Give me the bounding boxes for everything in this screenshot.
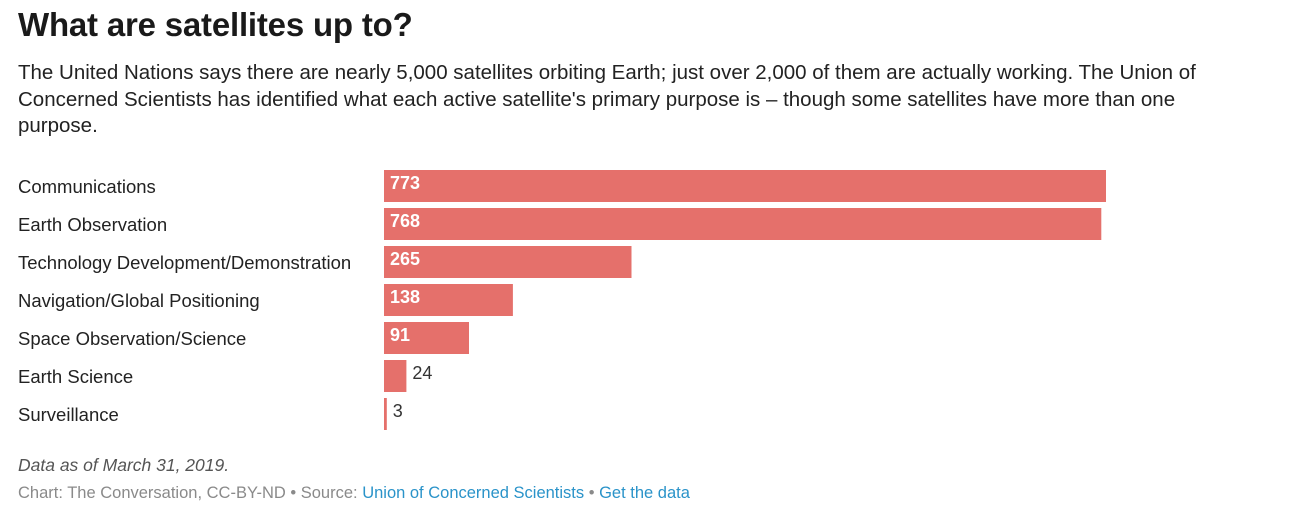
bar-value-label: 24 bbox=[412, 363, 432, 383]
bar bbox=[384, 360, 407, 392]
bar-value-label: 265 bbox=[390, 249, 420, 269]
bar bbox=[384, 208, 1102, 240]
category-label: Earth Observation bbox=[18, 214, 167, 235]
category-label: Navigation/Global Positioning bbox=[18, 290, 260, 311]
bar-value-label: 91 bbox=[390, 325, 410, 345]
category-label: Space Observation/Science bbox=[18, 328, 246, 349]
category-label: Surveillance bbox=[18, 404, 119, 425]
bar-value-label: 768 bbox=[390, 211, 420, 231]
category-label: Technology Development/Demonstration bbox=[18, 252, 351, 273]
bar-value-label: 3 bbox=[393, 401, 403, 421]
chart-title: What are satellites up to? bbox=[18, 6, 413, 43]
chart-credits: Chart: The Conversation, CC-BY-ND • Sour… bbox=[18, 484, 690, 503]
category-label: Communications bbox=[18, 176, 156, 197]
bar-value-label: 138 bbox=[390, 287, 420, 307]
credits-separator: • bbox=[584, 484, 600, 502]
bar-chart: Communications Earth Observation Technolog… bbox=[18, 170, 1106, 430]
source-link[interactable]: Union of Concerned Scientists bbox=[362, 484, 585, 502]
source-prefix: Source: bbox=[300, 484, 363, 502]
chart-subtitle: The United Nations says there are nearly… bbox=[18, 61, 1196, 137]
chart-attribution: Chart: The Conversation, CC-BY-ND bbox=[18, 484, 286, 502]
credits-separator: • bbox=[285, 484, 301, 502]
bar bbox=[384, 170, 1106, 202]
bar bbox=[384, 246, 632, 278]
bar bbox=[384, 322, 469, 354]
bar bbox=[384, 284, 513, 316]
bar bbox=[384, 398, 387, 430]
data-note: Data as of March 31, 2019. bbox=[18, 455, 230, 475]
category-labels: Communications Earth Observation Technolog… bbox=[18, 176, 351, 425]
bar-value-label: 773 bbox=[390, 173, 420, 193]
category-label: Earth Science bbox=[18, 366, 133, 387]
bars bbox=[384, 170, 1106, 430]
get-the-data-link[interactable]: Get the data bbox=[599, 484, 690, 502]
